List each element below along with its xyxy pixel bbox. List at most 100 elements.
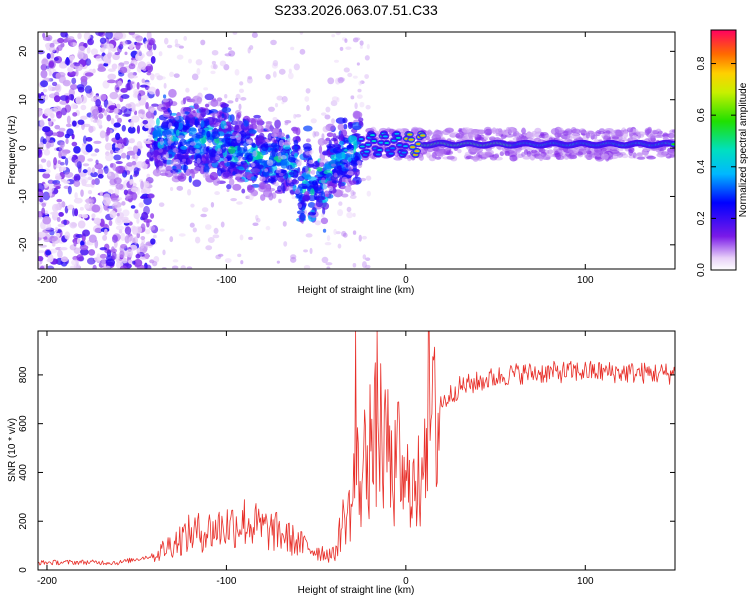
spectrogram-y-tick-label: -10 xyxy=(18,189,29,204)
heatmap-cell xyxy=(133,236,138,245)
heatmap-cell xyxy=(270,142,278,148)
heatmap-cell xyxy=(297,203,302,209)
heatmap-cell xyxy=(258,132,265,141)
heatmap-cell xyxy=(40,265,45,269)
heatmap-cell xyxy=(124,51,128,56)
heatmap-cell xyxy=(53,183,62,188)
heatmap-cell xyxy=(359,177,367,182)
heatmap-cell xyxy=(49,248,58,254)
heatmap-cell xyxy=(243,145,248,152)
heatmap-cell xyxy=(207,101,213,106)
heatmap-cell xyxy=(223,133,232,138)
heatmap-cell xyxy=(98,113,104,119)
heatmap-cell xyxy=(146,32,152,40)
heatmap-cell xyxy=(41,126,51,133)
heatmap-cell xyxy=(278,139,284,147)
heatmap-cell xyxy=(186,266,193,269)
heatmap-cell xyxy=(355,168,360,177)
heatmap-cell xyxy=(636,131,646,136)
heatmap-cell xyxy=(116,216,122,224)
heatmap-cell xyxy=(48,46,56,53)
heatmap-cell xyxy=(40,63,48,71)
heatmap-cell xyxy=(236,161,241,165)
heatmap-cell xyxy=(328,185,334,192)
heatmap-cell xyxy=(375,153,381,156)
heatmap-cell xyxy=(265,225,271,231)
heatmap-cell xyxy=(388,152,394,155)
heatmap-cell xyxy=(40,95,45,99)
heatmap-cell xyxy=(506,128,516,134)
heatmap-cell xyxy=(53,95,61,103)
heatmap-cell xyxy=(345,46,352,50)
heatmap-cell xyxy=(116,117,123,124)
heatmap-cell xyxy=(515,132,522,136)
heatmap-cell xyxy=(194,236,201,244)
spectrogram-x-ticks: -200 -100 0 100 xyxy=(37,32,594,286)
heatmap-cell xyxy=(97,168,104,176)
heatmap-cell xyxy=(39,119,45,127)
heatmap-cell xyxy=(337,76,344,84)
heatmap-cell xyxy=(239,81,244,86)
heatmap-cell xyxy=(58,127,66,132)
heatmap-cell xyxy=(61,155,66,160)
heatmap-cell xyxy=(322,158,328,163)
heatmap-cell xyxy=(144,180,150,188)
heatmap-cell xyxy=(47,254,54,263)
heatmap-cell xyxy=(113,154,122,161)
heatmap-cell xyxy=(325,262,333,266)
spectrogram-y-tick-label: -20 xyxy=(18,237,29,252)
heatmap-cell xyxy=(116,207,123,213)
heatmap-cell xyxy=(540,132,545,137)
heatmap-cell xyxy=(234,124,240,131)
heatmap-cell xyxy=(646,155,656,160)
heatmap-cell xyxy=(293,152,299,159)
heatmap-cell xyxy=(420,134,426,137)
heatmap-cell xyxy=(176,185,184,191)
heatmap-cell xyxy=(137,92,142,101)
heatmap-cell xyxy=(337,243,342,249)
heatmap-cell xyxy=(611,136,620,140)
heatmap-cell xyxy=(550,127,560,135)
heatmap-cell xyxy=(247,193,254,201)
spectrogram-x-tick-label: 100 xyxy=(577,275,594,286)
heatmap-cell xyxy=(145,65,152,71)
heatmap-cell xyxy=(167,139,172,146)
heatmap-cell xyxy=(99,130,106,139)
heatmap-cell xyxy=(127,126,136,134)
spectrogram-x-tick-label: 0 xyxy=(403,275,409,286)
heatmap-cell xyxy=(73,241,77,247)
heatmap-cell xyxy=(483,126,492,134)
snr-plot: -200 -100 0 100 0 200 400 600 800 Height of str… xyxy=(7,330,676,596)
heatmap-cell xyxy=(171,265,179,269)
heatmap-cell xyxy=(59,247,68,251)
heatmap-cell xyxy=(76,161,82,169)
heatmap-cell xyxy=(206,130,211,138)
heatmap-cell xyxy=(288,171,295,176)
heatmap-cell xyxy=(129,137,136,144)
heatmap-cell xyxy=(74,208,79,217)
heatmap-cell xyxy=(150,55,156,64)
heatmap-cell xyxy=(115,165,124,174)
snr-series-line xyxy=(38,331,675,566)
heatmap-cell xyxy=(71,141,78,147)
heatmap-cell xyxy=(57,37,65,44)
heatmap-cell xyxy=(432,131,443,138)
heatmap-cell xyxy=(484,151,493,157)
heatmap-cell xyxy=(183,164,187,173)
heatmap-cell xyxy=(173,73,180,78)
heatmap-cell xyxy=(251,143,257,148)
heatmap-cell xyxy=(286,177,293,184)
heatmap-cell xyxy=(40,69,48,79)
heatmap-cell xyxy=(162,112,171,118)
heatmap-cell xyxy=(394,132,400,135)
heatmap-cell xyxy=(48,59,56,69)
heatmap-cell xyxy=(49,235,58,242)
heatmap-cell xyxy=(293,63,300,71)
heatmap-cell xyxy=(49,52,55,59)
heatmap-cell xyxy=(42,88,48,93)
heatmap-cell xyxy=(339,178,343,184)
heatmap-cell xyxy=(152,43,157,51)
heatmap-cell xyxy=(201,207,209,213)
heatmap-cell xyxy=(211,60,217,65)
heatmap-cell xyxy=(470,156,481,161)
